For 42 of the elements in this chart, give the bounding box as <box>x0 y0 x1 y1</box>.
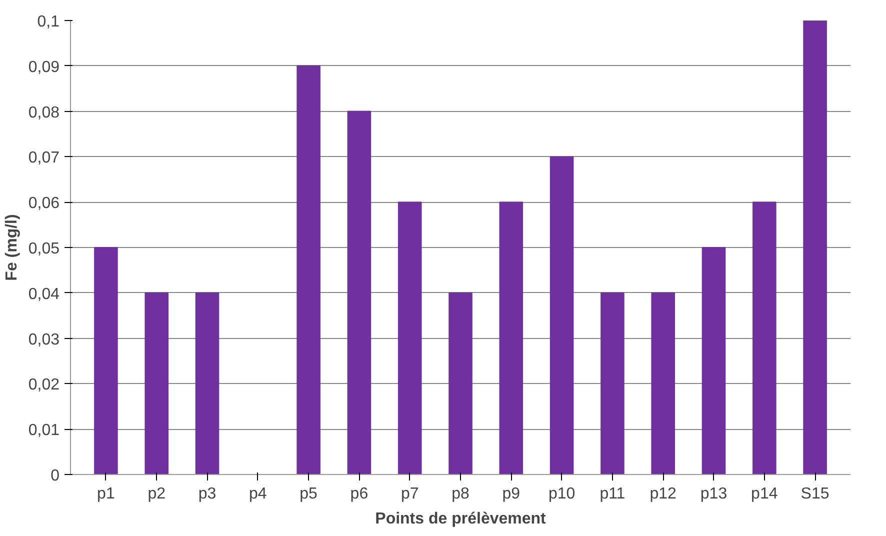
y-tick-label: 0,07 <box>28 150 60 167</box>
y-tick-label: 0,02 <box>28 376 60 394</box>
x-tick-label: S15 <box>800 486 830 502</box>
x-tick-label: p8 <box>452 486 470 502</box>
bar <box>600 292 624 474</box>
x-tick-label: p12 <box>650 486 677 502</box>
bar <box>803 20 827 474</box>
bar <box>398 202 422 474</box>
y-tick-label: 0,1 <box>37 14 60 30</box>
bar <box>144 292 168 474</box>
y-tick-label: 0,01 <box>28 422 60 440</box>
y-tick-label: 0,06 <box>28 195 60 212</box>
y-tick-label: 0,04 <box>28 286 60 303</box>
x-tick-label: p4 <box>249 486 267 502</box>
y-tick-label: 0,05 <box>28 240 60 258</box>
bar <box>550 156 574 474</box>
x-tick-label: p5 <box>300 486 318 502</box>
y-tick-label: 0,09 <box>28 58 60 76</box>
bar <box>752 202 776 474</box>
bar <box>347 110 372 474</box>
y-tick-label: 0,03 <box>28 331 60 348</box>
x-tick-label: p11 <box>600 486 626 502</box>
y-axis-title: Fe (mg/l) <box>3 214 20 281</box>
x-tick-label: p13 <box>700 486 728 502</box>
x-tick-label: p7 <box>400 486 419 502</box>
x-tick-label: p3 <box>198 486 216 502</box>
x-tick-label: p2 <box>148 486 166 502</box>
bar <box>94 247 118 474</box>
x-tick-label: p6 <box>350 486 368 502</box>
bar <box>448 292 472 474</box>
x-axis-title: Points de prélèvement <box>375 510 547 528</box>
x-tick-label: p1 <box>97 486 115 502</box>
bar <box>651 292 675 474</box>
x-tick-label: p14 <box>751 486 778 502</box>
bar <box>499 202 524 474</box>
bar <box>195 292 220 474</box>
bar <box>296 65 320 474</box>
y-tick-label: 0 <box>50 468 60 484</box>
bar <box>702 247 726 474</box>
x-tick-label: p9 <box>502 486 520 502</box>
x-tick-label: p10 <box>548 486 576 502</box>
y-tick-label: 0,08 <box>28 104 60 122</box>
